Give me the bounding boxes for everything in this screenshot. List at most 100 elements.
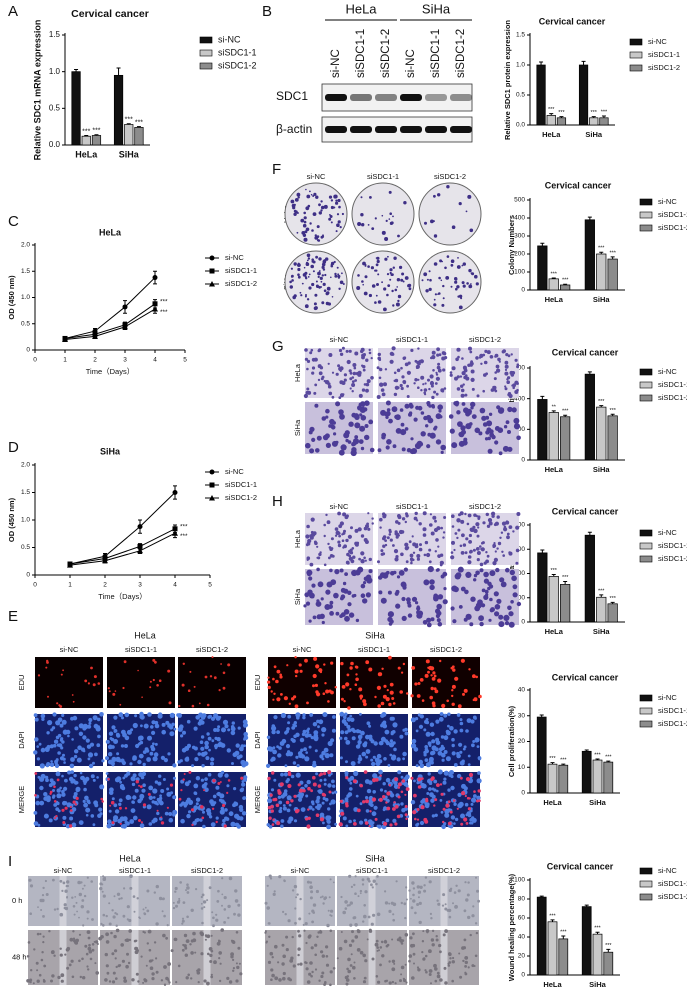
cell: [341, 719, 347, 724]
cell: [86, 917, 89, 920]
cell: [200, 902, 203, 905]
cell: [493, 591, 499, 597]
cell: [387, 611, 394, 618]
colony: [454, 280, 458, 284]
cell: [45, 778, 49, 783]
cell: [513, 417, 520, 424]
error-bar: [540, 549, 545, 553]
cell: [352, 555, 356, 559]
cell: [327, 542, 330, 546]
cell: [122, 686, 125, 690]
cell: [61, 792, 66, 797]
cell: [90, 814, 95, 818]
bar: [584, 534, 595, 623]
cell: [359, 413, 363, 417]
cell: [281, 962, 285, 966]
colony: [425, 289, 429, 293]
cell: [310, 890, 314, 894]
chart-title: Cervical cancer: [547, 861, 614, 871]
cell: [330, 914, 333, 917]
cell: [205, 756, 210, 761]
cell: [170, 949, 174, 953]
cell: [423, 553, 427, 557]
cell: [388, 981, 392, 985]
cell: [401, 447, 406, 452]
cell: [480, 362, 483, 365]
colony: [301, 231, 306, 235]
legend-swatch: [639, 211, 653, 219]
cell: [149, 680, 152, 683]
cell: [208, 714, 212, 718]
cell: [444, 356, 448, 360]
bar: [603, 761, 614, 794]
cell: [453, 548, 456, 552]
cell: [71, 807, 77, 812]
colony: [468, 284, 473, 289]
cell: [180, 734, 184, 738]
legend-label: si-NC: [225, 253, 244, 262]
cell: [464, 802, 469, 807]
cell: [378, 376, 382, 380]
cell: [450, 815, 456, 820]
cell: [504, 387, 508, 391]
colony: [396, 286, 399, 288]
cell: [166, 787, 170, 791]
significance: ***: [562, 409, 569, 415]
cell: [292, 761, 297, 765]
cell: [307, 816, 311, 820]
bar: [596, 253, 607, 291]
cell: [451, 366, 456, 371]
cell: [201, 713, 207, 718]
colony: [303, 220, 307, 224]
colony: [337, 273, 340, 276]
cell: [160, 789, 165, 793]
cell: [63, 903, 67, 907]
cell: [288, 816, 294, 822]
cell: [139, 823, 145, 828]
cell: [405, 817, 408, 820]
cell: [221, 904, 223, 907]
cell: [75, 788, 80, 793]
cell: [275, 679, 279, 684]
cell: [340, 811, 345, 816]
cell: [442, 599, 448, 605]
cell: [202, 810, 205, 814]
colony: [433, 303, 437, 307]
colony: [371, 284, 376, 288]
cell: [87, 968, 90, 971]
y-tick-label: 600: [514, 365, 525, 372]
legend-swatch: [639, 224, 653, 232]
cell: [329, 753, 334, 758]
cell: [243, 796, 247, 799]
cell: [181, 683, 185, 687]
panel-letter: G: [272, 338, 284, 355]
colony: [308, 286, 312, 290]
colony: [456, 265, 461, 269]
cell: [327, 770, 332, 775]
cell: [122, 914, 126, 918]
cell: [460, 393, 465, 398]
cell: [450, 606, 455, 611]
cell: [108, 690, 111, 693]
cell: [368, 667, 373, 672]
cell: [433, 963, 437, 968]
cell: [512, 530, 515, 533]
cell: [109, 804, 112, 807]
cell: [306, 779, 311, 785]
cell: [384, 789, 387, 793]
colony: [318, 211, 322, 215]
cell: [408, 412, 412, 417]
cell: [357, 405, 363, 411]
cell: [305, 967, 309, 971]
cell: [73, 913, 76, 916]
cell: [42, 886, 45, 890]
cell: [462, 747, 466, 751]
colony: [337, 198, 341, 203]
cell: [476, 889, 479, 893]
cell: [309, 961, 313, 965]
cell: [161, 729, 166, 735]
cell: [398, 570, 405, 576]
column-label: si-NC: [293, 645, 312, 654]
cell: [234, 889, 238, 893]
cell: [352, 965, 356, 970]
